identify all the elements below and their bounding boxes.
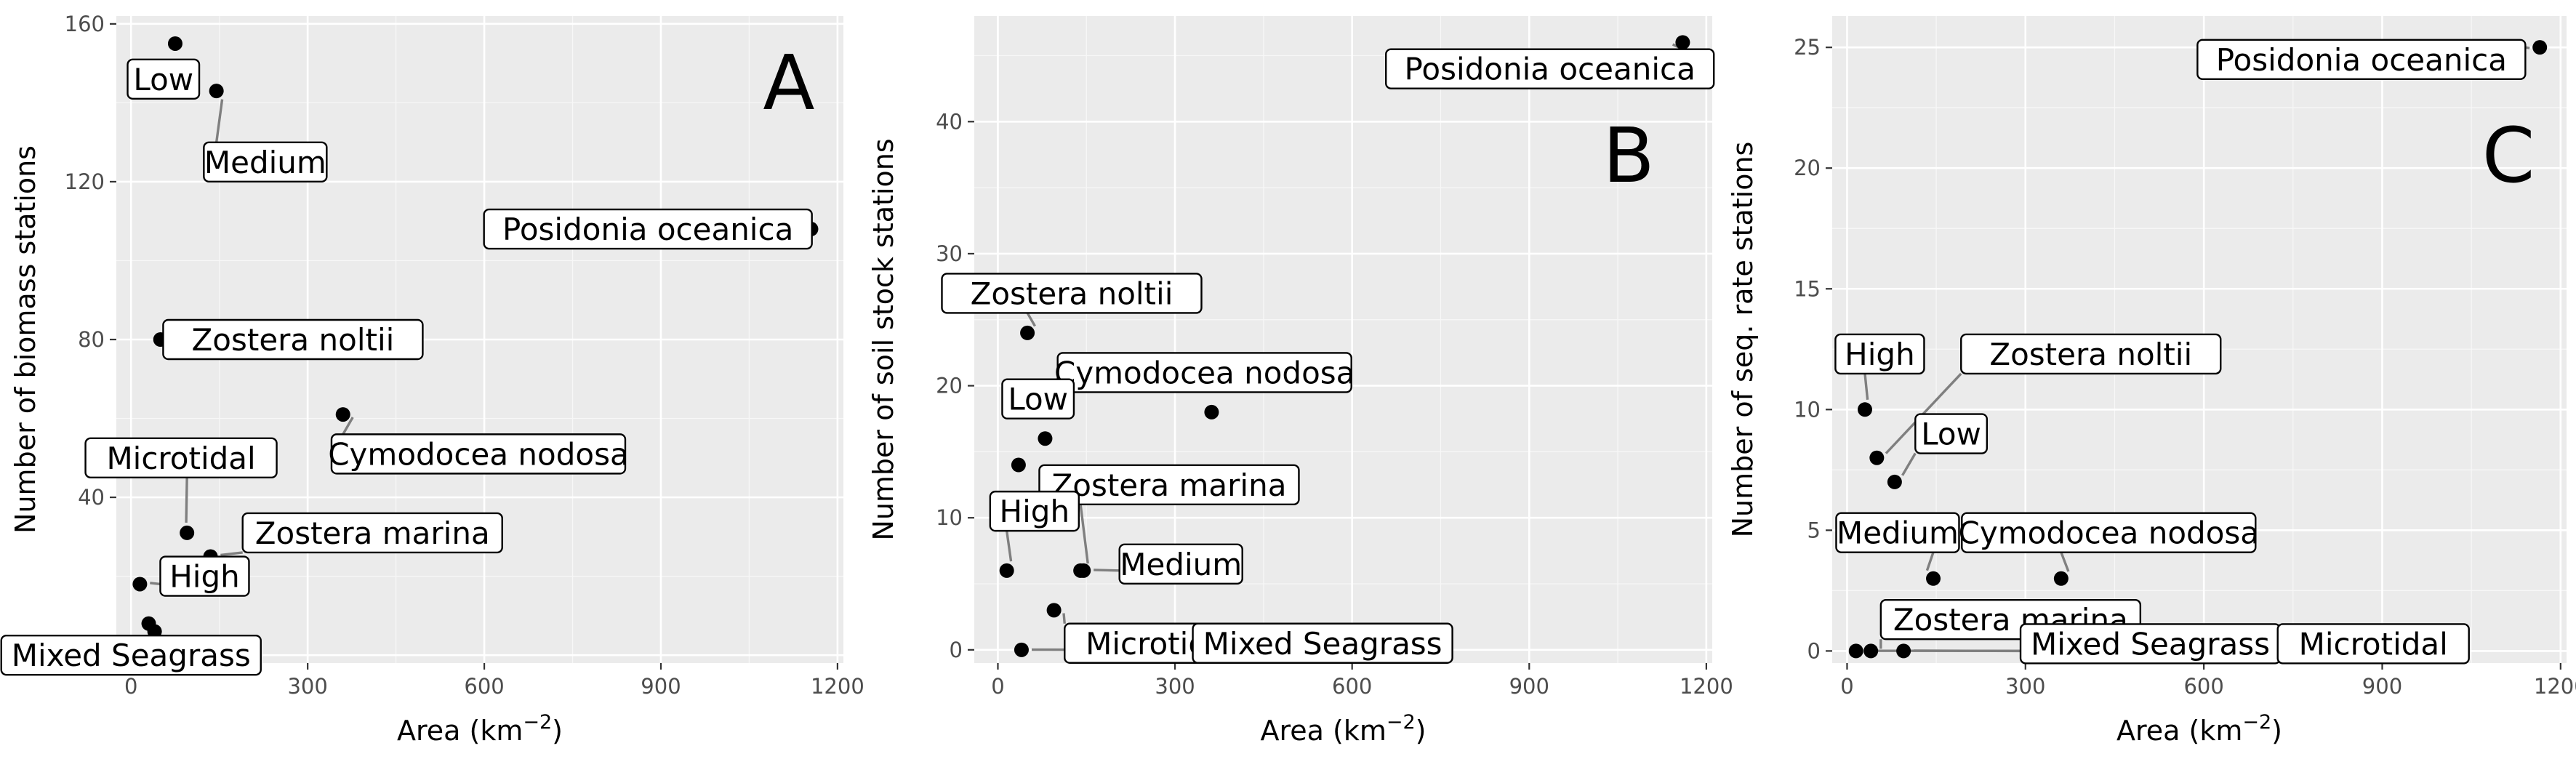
y-tick-label: 15 — [1794, 276, 1821, 301]
x-tick-label: 1200 — [811, 674, 864, 699]
data-point — [168, 36, 182, 51]
x-tick-label: 900 — [1509, 674, 1549, 699]
y-tick-label: 20 — [936, 374, 963, 398]
data-point — [209, 84, 224, 98]
x-axis-title: Area (km−2) — [2116, 711, 2282, 747]
point-label: Cymodocea nodosa — [328, 436, 628, 472]
x-tick-label: 600 — [2183, 674, 2223, 699]
point-label: Posidonia oceanica — [2216, 42, 2507, 78]
point-label: Microtidal — [106, 441, 255, 476]
x-tick-label: 0 — [1840, 674, 1853, 699]
point-label: Zostera noltii — [1989, 337, 2192, 372]
data-point — [1038, 431, 1052, 446]
data-point — [2054, 571, 2069, 586]
point-label: Low — [1008, 382, 1068, 417]
point-label: High — [169, 559, 240, 595]
y-tick-label: 160 — [65, 12, 105, 36]
x-tick-label: 0 — [991, 674, 1004, 699]
panel-B: 0 300 600 900 1200 0 10 20 30 40 Area (km−2) Number… — [867, 16, 1733, 747]
label-connector — [1094, 570, 1120, 571]
panels-group: 0300600900120004080120160Area (km−2)Numb… — [1, 12, 2576, 747]
panel-letter: B — [1602, 111, 1654, 200]
point-label: Cymodocea nodosa — [1054, 355, 1355, 390]
data-point — [1020, 326, 1035, 340]
y-tick-label: 0 — [950, 638, 963, 662]
x-tick-label: 900 — [2362, 674, 2402, 699]
data-point — [180, 526, 194, 540]
data-point — [1858, 402, 1872, 417]
x-tick-label: 600 — [1332, 674, 1372, 699]
point-label: Medium — [1120, 547, 1242, 582]
data-point — [1047, 603, 1062, 617]
data-point — [336, 407, 350, 422]
data-point — [1011, 458, 1026, 473]
y-tick-label: 25 — [1794, 35, 1821, 60]
data-point — [1000, 563, 1014, 578]
y-tick-label: 10 — [1794, 397, 1821, 422]
point-label: Mixed Seagrass — [12, 638, 251, 673]
point-label: Zostera noltii — [192, 322, 395, 358]
y-tick-label: 30 — [936, 241, 963, 266]
point-label: Cymodocea nodosa — [1959, 515, 2259, 551]
panel-C: 0 300 600 900 1200 0 5 10 15 20 25 Area (km−2) Numbe… — [1727, 16, 2576, 747]
y-axis-title: Number of soil stock stations — [867, 138, 899, 540]
point-label: Low — [133, 62, 193, 97]
point-label: High — [1000, 494, 1070, 529]
data-point — [2532, 40, 2547, 55]
x-tick-label: 300 — [2005, 674, 2045, 699]
data-point — [1014, 643, 1029, 657]
data-point — [1926, 571, 1941, 586]
label-connector — [186, 478, 187, 523]
x-tick-label: 1200 — [1680, 674, 1733, 699]
point-label: Posidonia oceanica — [502, 212, 793, 247]
x-tick-label: 900 — [641, 674, 681, 699]
panel-letter: A — [763, 39, 814, 127]
panel-A: 0300600900120004080120160Area (km−2)Numb… — [1, 12, 864, 747]
point-label: Mixed Seagrass — [2031, 626, 2270, 662]
x-tick-label: 600 — [464, 674, 504, 699]
y-tick-label: 10 — [936, 505, 963, 530]
data-point — [1849, 643, 1863, 658]
x-tick-label: 1200 — [2534, 674, 2576, 699]
y-axis-title: Number of biomass stations — [9, 145, 41, 534]
x-tick-label: 300 — [287, 674, 327, 699]
y-tick-label: 80 — [78, 327, 105, 352]
x-axis-title: Area (km−2) — [1260, 711, 1426, 747]
data-point — [1869, 451, 1884, 465]
point-label: Mixed Seagrass — [1203, 626, 1443, 662]
y-axis-title: Number of seq. rate stations — [1727, 142, 1759, 538]
y-tick-label: 20 — [1794, 156, 1821, 180]
y-tick-label: 40 — [78, 485, 105, 510]
y-tick-label: 0 — [1807, 638, 1821, 663]
point-label: Zostera noltii — [971, 276, 1173, 311]
x-tick-label: 0 — [124, 674, 137, 699]
point-label: Posidonia oceanica — [1405, 52, 1696, 87]
data-point — [1863, 643, 1878, 658]
point-label: Low — [1921, 417, 1981, 452]
x-axis-title: Area (km−2) — [397, 711, 563, 747]
point-label: Zostera marina — [1051, 467, 1286, 503]
point-label: High — [1845, 337, 1915, 372]
point-label: Medium — [204, 145, 326, 180]
data-point — [132, 577, 147, 591]
point-label: Microtidal — [2299, 626, 2448, 662]
data-point — [1076, 563, 1091, 578]
point-label: Medium — [1837, 515, 1959, 551]
point-label: Zostera marina — [255, 515, 490, 551]
x-tick-label: 300 — [1155, 674, 1195, 699]
y-tick-label: 5 — [1807, 518, 1821, 542]
panel-letter: C — [2482, 111, 2535, 200]
label-connector — [150, 583, 160, 585]
data-point — [1204, 405, 1219, 419]
data-point — [1887, 475, 1902, 489]
data-point — [1675, 35, 1690, 49]
data-point — [1896, 643, 1911, 658]
y-tick-label: 120 — [65, 169, 105, 194]
y-tick-label: 40 — [936, 109, 963, 134]
